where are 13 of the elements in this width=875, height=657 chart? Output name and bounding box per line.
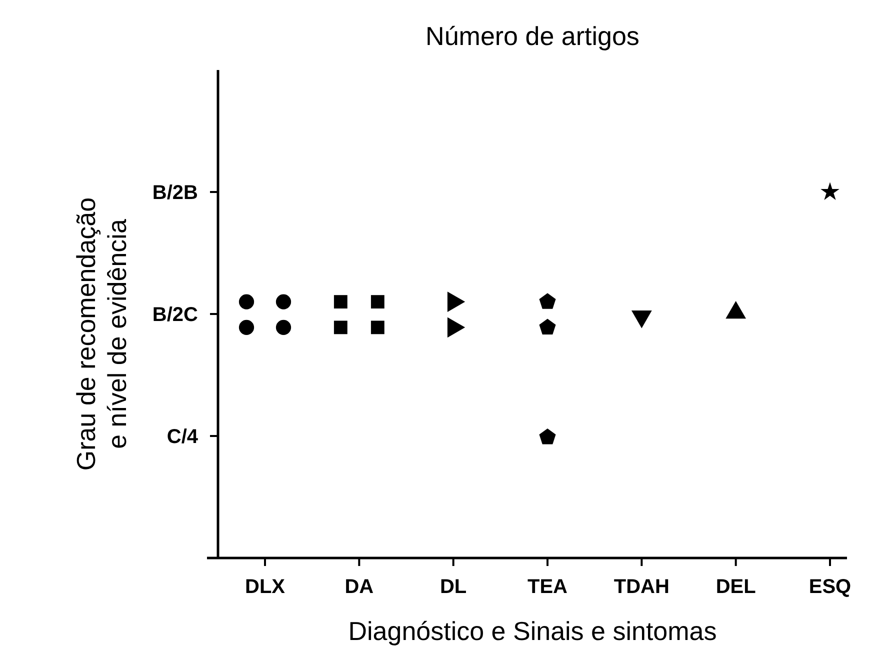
x-tick-label: DLX	[245, 576, 286, 598]
x-tick-label: DA	[344, 576, 374, 598]
text: B/2C	[152, 304, 198, 326]
y-axis-title: Grau de recomendação e nível de evidência	[71, 197, 132, 471]
x-tick-label: TEA	[528, 576, 568, 598]
x-tick-label: DEL	[716, 576, 756, 598]
text: B/2B	[152, 182, 198, 204]
x-tick-label: ESQ	[808, 576, 852, 598]
chart-title: Número de artigos	[426, 21, 640, 51]
text: C/4	[166, 426, 199, 448]
x-tick-label: TDAH	[614, 576, 670, 598]
x-tick-label: DL	[440, 576, 467, 598]
x-axis-title: Diagnóstico e Sinais e sintomas	[348, 616, 717, 646]
